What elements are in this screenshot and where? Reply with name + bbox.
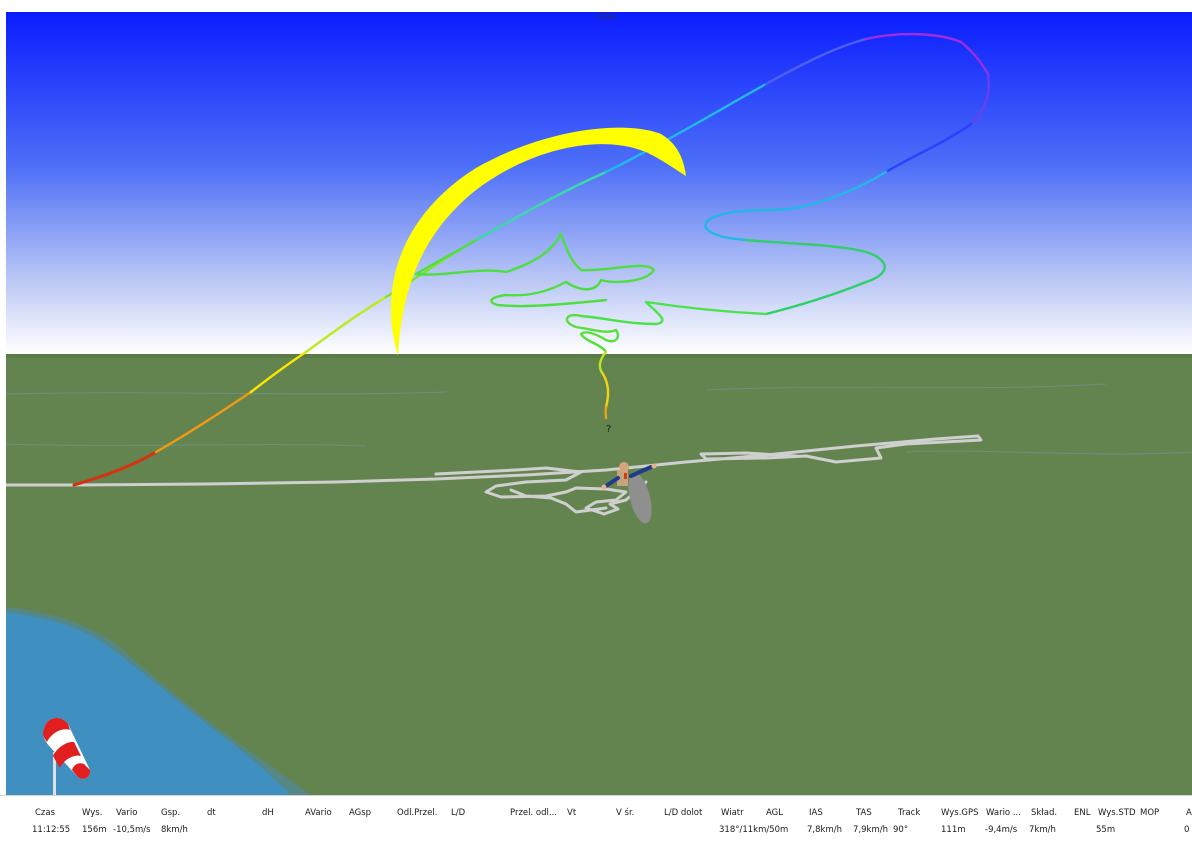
column-header-mop[interactable]: MOP xyxy=(1140,808,1160,818)
column-header-avario[interactable]: AVario xyxy=(305,808,332,818)
cell-wiatr: 318°/11km/50m xyxy=(719,825,789,835)
ground-track xyxy=(6,434,983,516)
column-header-wiatr[interactable]: Wiatr xyxy=(721,808,744,818)
cell-wys-gps: 111m xyxy=(941,825,966,835)
cell-track: 90° xyxy=(893,825,909,835)
column-header-vt[interactable]: Vt xyxy=(567,808,577,818)
column-header-tas[interactable]: TAS xyxy=(856,808,872,818)
column-header-track[interactable]: Track xyxy=(898,808,921,818)
horizon-band xyxy=(6,354,1192,358)
flight-track-3d xyxy=(72,32,990,487)
column-header-wario[interactable]: Wario ... xyxy=(986,808,1021,818)
column-header-dh[interactable]: dH xyxy=(262,808,274,818)
column-header-v-r[interactable]: V śr. xyxy=(616,808,635,818)
cell-ias: 7,8km/h xyxy=(807,825,842,835)
column-header-l-d-dolot[interactable]: L/D dolot xyxy=(664,808,703,818)
view-scale-label: (30x) xyxy=(596,12,618,21)
3d-flight-view[interactable]: ? (30x) xyxy=(6,12,1192,795)
column-header-czas[interactable]: Czas xyxy=(35,808,56,818)
cell-wys: 156m xyxy=(82,825,107,835)
column-header-agl[interactable]: AGL xyxy=(766,808,783,818)
cell-vario: -10,5m/s xyxy=(113,825,151,835)
column-header-przel-odl[interactable]: Przel. odl... xyxy=(510,808,557,818)
column-header-wys[interactable]: Wys. xyxy=(82,808,103,818)
windsock-icon xyxy=(43,717,91,795)
column-header-vario[interactable]: Vario xyxy=(116,808,138,818)
column-header-odl-przel[interactable]: Odl.Przel. xyxy=(397,808,438,818)
cell-wario: -9,4m/s xyxy=(985,825,1018,835)
column-header-wys-gps[interactable]: Wys.GPS xyxy=(941,808,979,818)
column-header-wys-std[interactable]: Wys.STD xyxy=(1098,808,1136,818)
column-header-gsp[interactable]: Gsp. xyxy=(161,808,181,818)
terrain-lines xyxy=(6,383,1192,455)
cell-tas: 7,9km/h xyxy=(853,825,888,835)
water-edge xyxy=(6,607,311,795)
column-header-sk-ad[interactable]: Skład. xyxy=(1031,808,1058,818)
column-header-ias[interactable]: IAS xyxy=(809,808,823,818)
column-header-dt[interactable]: dt xyxy=(207,808,216,818)
cell-a: 0 xyxy=(1184,825,1190,835)
pilot-icon xyxy=(601,462,657,524)
cell-wys-std: 55m xyxy=(1096,825,1116,835)
sky xyxy=(6,12,1192,354)
cell-gsp: 8km/h xyxy=(161,825,188,835)
column-header-agsp[interactable]: AGsp xyxy=(349,808,372,818)
column-header-a[interactable]: A xyxy=(1186,808,1192,818)
paraglider-wing-icon xyxy=(390,127,686,356)
position-marker: ? xyxy=(606,424,611,435)
column-header-l-d[interactable]: L/D xyxy=(451,808,466,818)
column-header-enl[interactable]: ENL xyxy=(1074,808,1091,818)
cell-czas: 11:12:55 xyxy=(32,825,71,835)
cell-sk-ad: 7km/h xyxy=(1029,825,1056,835)
flight-data-table[interactable]: Czas 11:12:55 Wys. 156m Vario -10,5m/s Gsp. 8km… xyxy=(0,795,1192,849)
